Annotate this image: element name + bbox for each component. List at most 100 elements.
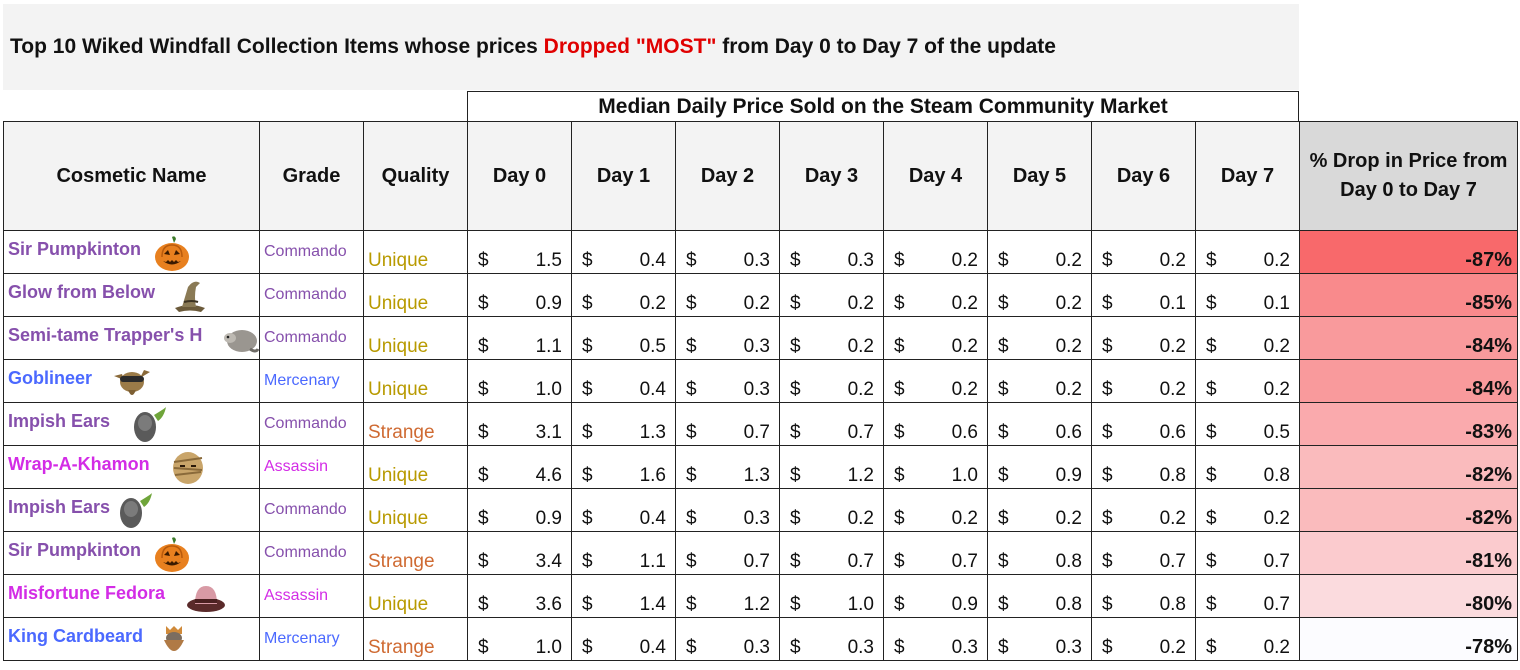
currency-symbol: $ (1102, 336, 1113, 357)
grade-cell: Mercenary (259, 617, 364, 661)
price-cell-day-5: $0.3 (987, 617, 1092, 661)
price-value: 0.2 (1055, 508, 1082, 529)
cosmetic-name: Glow from Below (8, 282, 156, 302)
currency-symbol: $ (1206, 336, 1217, 357)
quality-cell: Unique (363, 230, 468, 274)
price-value: 0.2 (1159, 379, 1186, 400)
price-value: 0.6 (1159, 422, 1186, 443)
price-value: 0.7 (847, 422, 874, 443)
price-cell-day-0: $1.5 (467, 230, 572, 274)
mummy-wrap-icon (168, 448, 208, 488)
quality-label: Unique (368, 379, 429, 400)
currency-symbol: $ (686, 508, 697, 529)
grade-cell: Commando (259, 273, 364, 317)
price-cell-day-1: $1.4 (571, 574, 676, 618)
quality-cell: Unique (363, 359, 468, 403)
pct-drop-cell: -84% (1299, 316, 1518, 360)
currency-symbol: $ (998, 465, 1009, 486)
price-cell-day-6: $0.2 (1091, 230, 1196, 274)
price-cell-day-7: $0.7 (1195, 574, 1300, 618)
price-value: 0.7 (1263, 594, 1290, 615)
price-cell-day-7: $0.2 (1195, 488, 1300, 532)
price-cell-day-0: $3.6 (467, 574, 572, 618)
currency-symbol: $ (582, 551, 593, 572)
quality-label: Strange (368, 551, 435, 572)
currency-symbol: $ (998, 551, 1009, 572)
cosmetic-name: Wrap-A-Khamon (8, 454, 150, 474)
currency-symbol: $ (478, 422, 489, 443)
price-value: 0.2 (951, 508, 978, 529)
currency-symbol: $ (790, 637, 801, 658)
price-cell-day-3: $0.7 (779, 402, 884, 446)
pct-drop-cell: -83% (1299, 402, 1518, 446)
price-cell-day-4: $0.2 (883, 316, 988, 360)
price-cell-day-4: $1.0 (883, 445, 988, 489)
currency-symbol: $ (478, 293, 489, 314)
price-value: 0.2 (1055, 336, 1082, 357)
col-header-day-7: Day 7 (1195, 121, 1300, 231)
quality-cell: Strange (363, 617, 468, 661)
price-value: 0.4 (639, 250, 666, 271)
currency-symbol: $ (790, 293, 801, 314)
table-row: Sir Pumpkinton Commando Unique $1.5 $0.4 $0.3… (3, 230, 1518, 274)
price-value: 0.2 (743, 293, 770, 314)
currency-symbol: $ (582, 250, 593, 271)
cosmetic-name-cell: Impish Ears (3, 488, 260, 532)
imp-ears-icon (128, 405, 168, 445)
price-cell-day-4: $0.9 (883, 574, 988, 618)
price-cell-day-3: $0.3 (779, 617, 884, 661)
currency-symbol: $ (998, 379, 1009, 400)
price-cell-day-0: $0.9 (467, 488, 572, 532)
price-cell-day-6: $0.7 (1091, 531, 1196, 575)
cosmetic-name-cell: Wrap-A-Khamon (3, 445, 260, 489)
currency-symbol: $ (894, 379, 905, 400)
currency-symbol: $ (478, 379, 489, 400)
grade-cell: Assassin (259, 445, 364, 489)
price-value: 0.3 (743, 336, 770, 357)
price-cell-day-3: $0.2 (779, 488, 884, 532)
price-value: 0.7 (743, 422, 770, 443)
price-cell-day-3: $1.2 (779, 445, 884, 489)
price-cell-day-4: $0.3 (883, 617, 988, 661)
price-value: 1.1 (535, 336, 562, 357)
price-cell-day-1: $1.6 (571, 445, 676, 489)
quality-cell: Unique (363, 316, 468, 360)
grade-label: Assassin (264, 458, 329, 475)
currency-symbol: $ (1206, 551, 1217, 572)
price-cell-day-6: $0.2 (1091, 359, 1196, 403)
grade-label: Mercenary (264, 372, 340, 389)
table-row: Glow from Below Commando Unique $0.9 $0.2 $0.… (3, 273, 1518, 317)
title-highlight: Dropped "MOST" (543, 35, 717, 58)
price-cell-day-6: $0.2 (1091, 488, 1196, 532)
currency-symbol: $ (478, 465, 489, 486)
currency-symbol: $ (998, 293, 1009, 314)
grade-cell: Commando (259, 488, 364, 532)
price-cell-day-1: $0.4 (571, 488, 676, 532)
price-cell-day-4: $0.6 (883, 402, 988, 446)
currency-symbol: $ (790, 250, 801, 271)
currency-symbol: $ (1102, 594, 1113, 615)
col-header-pct-drop: % Drop in Price from Day 0 to Day 7 (1299, 121, 1518, 231)
price-cell-day-5: $0.2 (987, 359, 1092, 403)
col-header-name: Cosmetic Name (3, 121, 260, 231)
price-value: 0.2 (847, 379, 874, 400)
price-cell-day-7: $0.8 (1195, 445, 1300, 489)
price-cell-day-5: $0.8 (987, 574, 1092, 618)
cosmetic-name-cell: Sir Pumpkinton (3, 230, 260, 274)
price-value: 0.4 (639, 379, 666, 400)
currency-symbol: $ (1206, 508, 1217, 529)
currency-symbol: $ (478, 594, 489, 615)
price-cell-day-3: $0.7 (779, 531, 884, 575)
currency-symbol: $ (894, 551, 905, 572)
cardboard-beard-icon (154, 620, 194, 660)
cosmetic-name: Impish Ears (8, 497, 111, 517)
col-header-day-3: Day 3 (779, 121, 884, 231)
price-cell-day-2: $0.3 (675, 316, 780, 360)
currency-symbol: $ (582, 465, 593, 486)
currency-symbol: $ (998, 508, 1009, 529)
price-value: 0.3 (743, 250, 770, 271)
cosmetic-name-cell: Semi-tame Trapper's H (3, 316, 260, 360)
currency-symbol: $ (686, 465, 697, 486)
price-value: 0.2 (951, 336, 978, 357)
table-body: Sir Pumpkinton Commando Unique $1.5 $0.4 $0.3… (3, 230, 1518, 661)
